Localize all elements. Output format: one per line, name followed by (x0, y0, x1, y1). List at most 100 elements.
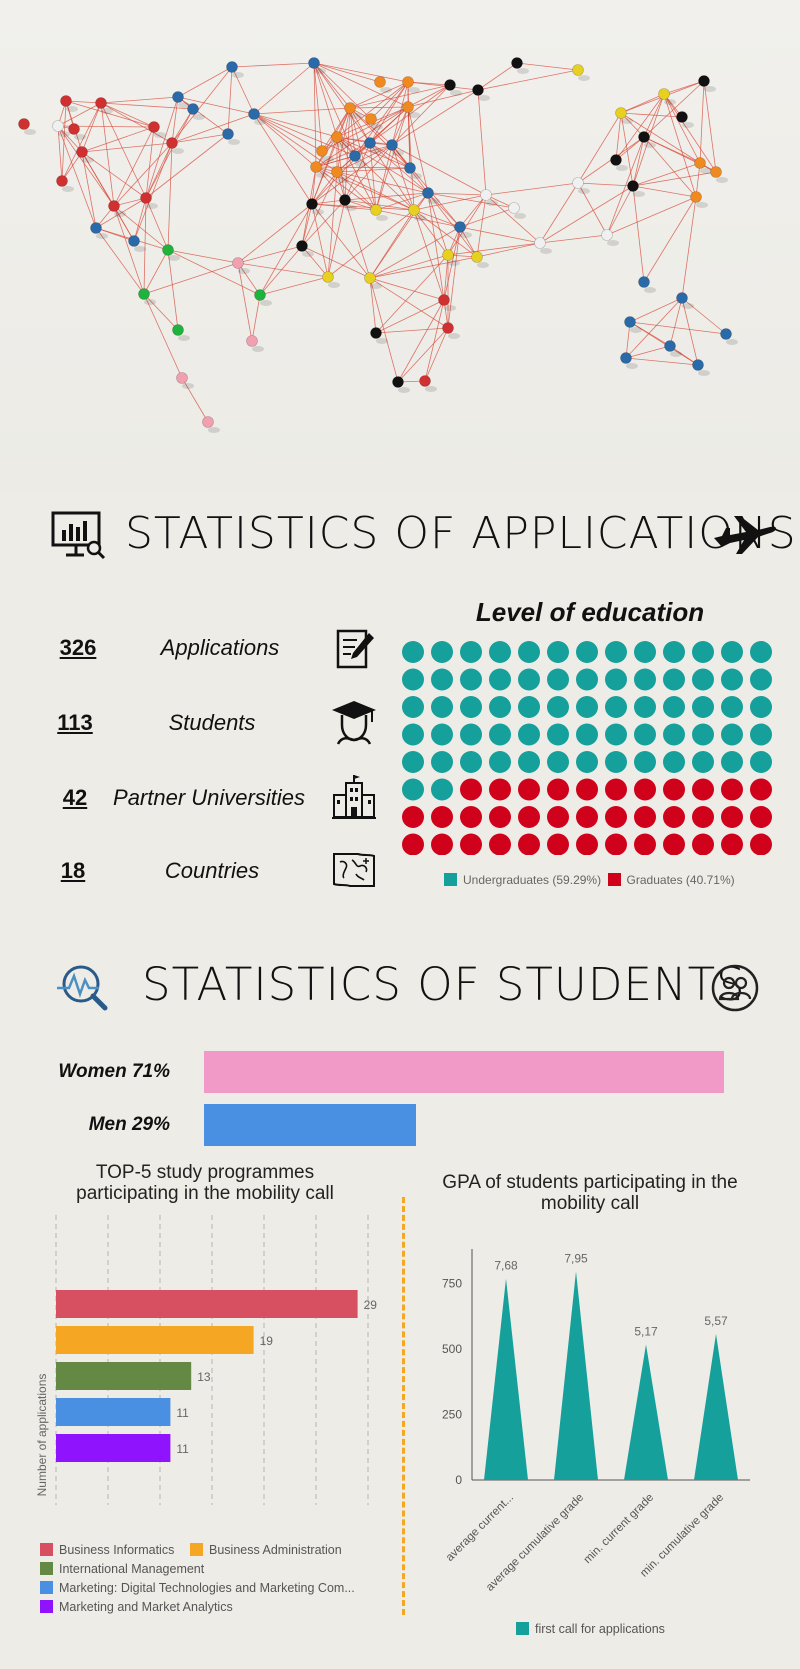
waffle-dot-graduate (750, 833, 772, 855)
waffle-dot-graduate (460, 806, 482, 828)
waffle-dot-undergraduate (547, 696, 569, 718)
waffle-dot-undergraduate (663, 696, 685, 718)
waffle-dot-graduate (460, 778, 482, 801)
waffle-dot-undergraduate (402, 751, 424, 773)
waffle-dot-undergraduate (634, 751, 656, 773)
waffle-dot-graduate (721, 778, 743, 801)
application-form-icon (336, 629, 374, 669)
waffle-dot-undergraduate (750, 641, 772, 663)
top5-legend-label: Business Administration (209, 1543, 342, 1557)
waffle-dot-undergraduate (431, 778, 453, 801)
waffle-dot-graduate (402, 806, 424, 828)
education-waffle-chart (402, 641, 772, 855)
waffle-dot-graduate (489, 778, 511, 801)
waffle-dot-undergraduate (721, 696, 743, 718)
waffle-dot-graduate (518, 833, 540, 855)
waffle-dot-undergraduate (634, 696, 656, 718)
top5-legend-label: International Management (59, 1562, 205, 1576)
group-users-icon (711, 964, 759, 1012)
waffle-dot-undergraduate (605, 668, 627, 691)
waffle-dot-undergraduate (692, 696, 714, 718)
top5-legend-item: Marketing and Market Analytics (40, 1600, 233, 1614)
waffle-dot-undergraduate (460, 668, 482, 691)
waffle-dot-undergraduate (634, 723, 656, 746)
gpa-y-tick-label: 500 (442, 1342, 462, 1356)
top5-bar (56, 1362, 192, 1390)
waffle-dot-graduate (750, 778, 772, 801)
waffle-dot-undergraduate (460, 751, 482, 773)
waffle-dot-undergraduate (489, 723, 511, 746)
waffle-dot-undergraduate (402, 696, 424, 718)
waffle-dot-undergraduate (547, 668, 569, 691)
waffle-dot-undergraduate (518, 641, 540, 663)
waffle-dot-undergraduate (431, 751, 453, 773)
top5-legend-swatch (40, 1562, 53, 1575)
gpa-triangle-bar (484, 1278, 528, 1480)
waffle-dot-graduate (634, 806, 656, 828)
top5-bar-chart: Number of applications 29 19 13 11 11 (35, 1215, 377, 1505)
waffle-dot-graduate (605, 806, 627, 828)
waffle-dot-undergraduate (750, 751, 772, 773)
top5-bar (56, 1326, 254, 1354)
gpa-y-tick-label: 250 (442, 1407, 462, 1421)
waffle-dot-graduate (663, 806, 685, 828)
waffle-dot-undergraduate (518, 668, 540, 691)
waffle-dot-undergraduate (721, 668, 743, 691)
gpa-data-label: 5,57 (704, 1314, 728, 1328)
top5-legend-swatch (190, 1543, 203, 1556)
waffle-dot-undergraduate (489, 751, 511, 773)
stat-label-applications: Applications (160, 635, 280, 660)
waffle-dot-undergraduate (460, 696, 482, 718)
waffle-dot-undergraduate (489, 668, 511, 691)
waffle-dot-undergraduate (634, 641, 656, 663)
waffle-dot-undergraduate (518, 696, 540, 718)
waffle-dot-undergraduate (576, 696, 598, 718)
gpa-chart-title: GPA of students participating in the mob… (442, 1172, 738, 1214)
legend-swatch-undergraduates (444, 873, 457, 886)
waffle-dot-undergraduate (431, 668, 453, 691)
stat-label-countries: Countries (164, 858, 260, 883)
pin-strings (57, 62, 727, 423)
top5-y-axis-label: Number of applications (35, 1374, 49, 1497)
waffle-dot-undergraduate (750, 668, 772, 691)
waffle-dot-undergraduate (663, 641, 685, 663)
waffle-dot-undergraduate (460, 723, 482, 746)
chart-divider (402, 1197, 405, 1615)
waffle-dot-graduate (692, 778, 714, 801)
waffle-dot-undergraduate (576, 668, 598, 691)
waffle-dot-graduate (634, 833, 656, 855)
gpa-triangle-bar (694, 1333, 738, 1480)
stat-label-students: Students (168, 710, 256, 735)
waffle-dot-undergraduate (692, 668, 714, 691)
waffle-dot-undergraduate (721, 723, 743, 746)
waffle-dot-graduate (692, 806, 714, 828)
waffle-dot-undergraduate (605, 641, 627, 663)
waffle-dot-graduate (518, 806, 540, 828)
waffle-dot-graduate (576, 806, 598, 828)
waffle-dot-undergraduate (663, 668, 685, 691)
gpa-legend: first call for applications (516, 1620, 665, 1638)
gpa-data-label: 7,68 (494, 1259, 518, 1273)
waffle-dot-undergraduate (692, 723, 714, 746)
gender-label-men: Men 29% (88, 1114, 170, 1135)
gpa-y-tick-label: 0 (455, 1473, 462, 1487)
waffle-dot-undergraduate (547, 723, 569, 746)
top5-bar-value-label: 13 (197, 1370, 211, 1384)
waffle-dot-graduate (605, 833, 627, 855)
top5-bar-value-label: 11 (176, 1442, 189, 1456)
waffle-dot-undergraduate (576, 723, 598, 746)
stat-value-students: 113 (57, 710, 93, 735)
waffle-dot-undergraduate (721, 751, 743, 773)
gpa-category-label: min. current grade (582, 1492, 656, 1566)
waffle-dot-graduate (750, 806, 772, 828)
waffle-dot-undergraduate (750, 723, 772, 746)
gender-label-women: Women 71% (58, 1061, 170, 1082)
waffle-dot-graduate (489, 833, 511, 855)
gender-bar-men (204, 1104, 417, 1146)
top5-legend-swatch (40, 1600, 53, 1613)
waffle-dot-graduate (721, 833, 743, 855)
waffle-dot-undergraduate (489, 641, 511, 663)
waffle-dot-graduate (634, 778, 656, 801)
waffle-dot-graduate (489, 806, 511, 828)
